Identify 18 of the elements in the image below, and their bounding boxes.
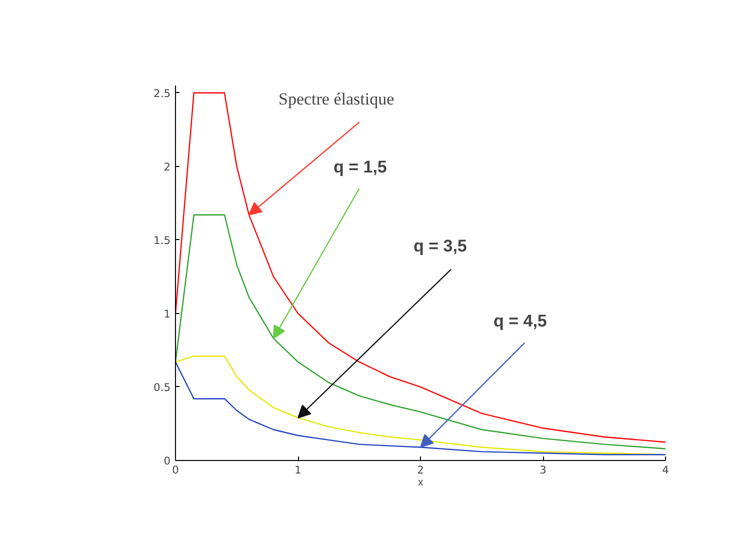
annotation: q = 4,5 [494, 312, 547, 330]
x-tick-label: 2 [417, 464, 424, 476]
x-tick-label: 3 [540, 464, 546, 476]
y-tick-label: 2 [164, 160, 170, 174]
y-tick-label: 1.5 [154, 234, 171, 247]
y-tick-label: 1 [164, 307, 170, 320]
line-series [176, 214, 666, 450]
y-tick-label: 0.5 [154, 380, 171, 394]
y-tick-label: 0 [164, 454, 171, 468]
x-axis-title: x [418, 476, 424, 488]
x-tick-label: 4 [662, 464, 670, 476]
y-tick-label: 2.5 [154, 86, 171, 100]
annotation: q = 3,5 [414, 236, 467, 256]
x-tick-label: 1 [294, 464, 302, 476]
line-series [176, 92, 666, 443]
annotation: q = 1,5 [334, 158, 387, 176]
annotation: Spectre élastique [278, 90, 394, 108]
x-tick-label: 0 [172, 464, 180, 476]
